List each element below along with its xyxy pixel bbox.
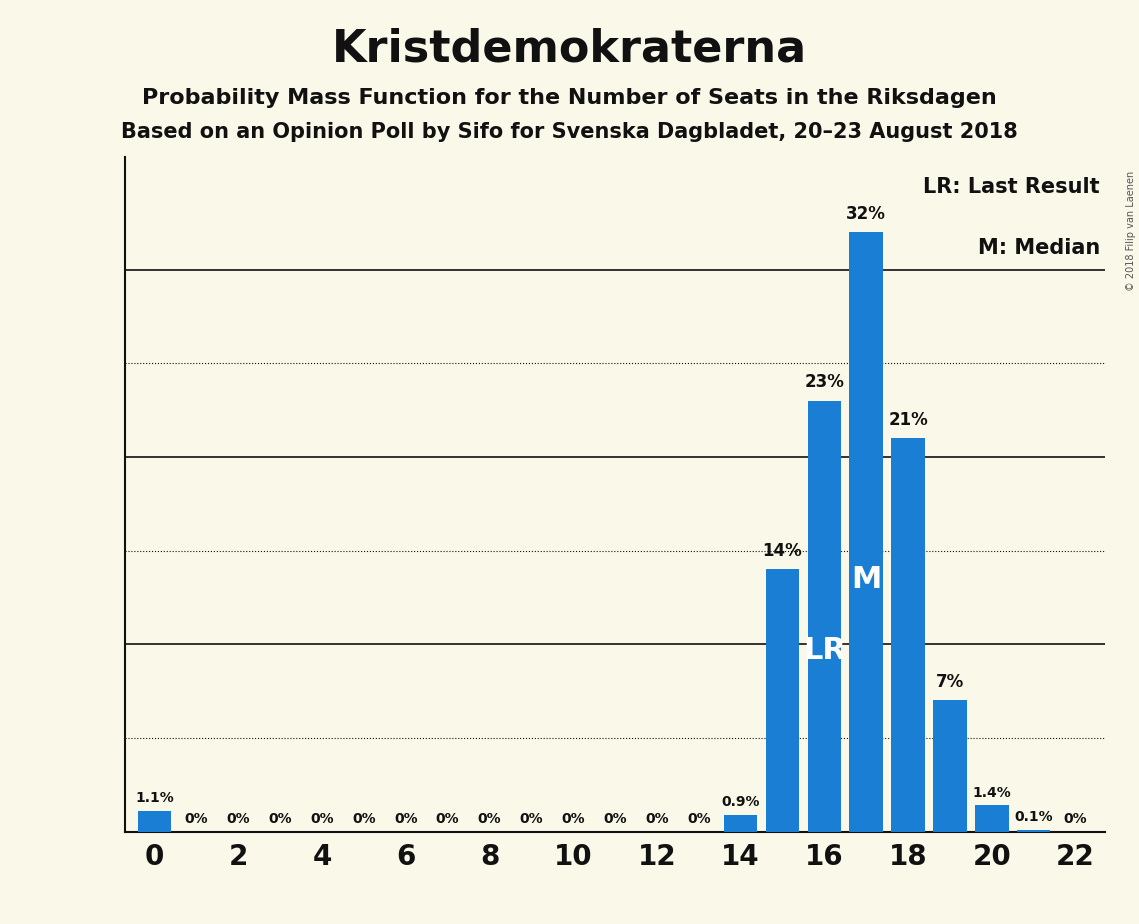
Bar	[975, 806, 1008, 832]
Text: 0%: 0%	[1064, 812, 1088, 826]
Text: 14%: 14%	[763, 541, 802, 560]
Text: 0%: 0%	[604, 812, 626, 826]
Text: 7%: 7%	[936, 673, 964, 691]
Text: M: Median: M: Median	[977, 238, 1100, 258]
Text: 32%: 32%	[846, 204, 886, 223]
Text: 0%: 0%	[687, 812, 711, 826]
Text: 0%: 0%	[394, 812, 418, 826]
Bar	[933, 700, 967, 832]
Text: M: M	[851, 565, 882, 594]
Text: 0%: 0%	[310, 812, 334, 826]
Bar	[138, 811, 171, 832]
Text: 0%: 0%	[269, 812, 292, 826]
Text: 0.1%: 0.1%	[1015, 810, 1052, 824]
Bar	[765, 569, 800, 832]
Text: 0.9%: 0.9%	[721, 796, 760, 809]
Text: 23%: 23%	[804, 373, 844, 391]
Text: 0%: 0%	[436, 812, 459, 826]
Text: 1.4%: 1.4%	[973, 785, 1011, 800]
Text: 21%: 21%	[888, 411, 928, 429]
Text: 0%: 0%	[519, 812, 543, 826]
Text: LR: LR	[803, 636, 846, 665]
Text: LR: Last Result: LR: Last Result	[924, 177, 1100, 198]
Text: 0%: 0%	[562, 812, 585, 826]
Text: 0%: 0%	[185, 812, 208, 826]
Text: © 2018 Filip van Laenen: © 2018 Filip van Laenen	[1126, 171, 1136, 291]
Bar	[808, 401, 841, 832]
Bar	[724, 815, 757, 832]
Text: Kristdemokraterna: Kristdemokraterna	[331, 28, 808, 71]
Text: 0%: 0%	[352, 812, 376, 826]
Text: Probability Mass Function for the Number of Seats in the Riksdagen: Probability Mass Function for the Number…	[142, 88, 997, 108]
Bar	[850, 232, 883, 832]
Text: 0%: 0%	[227, 812, 251, 826]
Text: 0%: 0%	[645, 812, 669, 826]
Bar	[892, 438, 925, 832]
Bar	[1017, 830, 1050, 832]
Text: Based on an Opinion Poll by Sifo for Svenska Dagbladet, 20–23 August 2018: Based on an Opinion Poll by Sifo for Sve…	[121, 122, 1018, 142]
Text: 1.1%: 1.1%	[136, 791, 174, 806]
Text: 0%: 0%	[477, 812, 501, 826]
